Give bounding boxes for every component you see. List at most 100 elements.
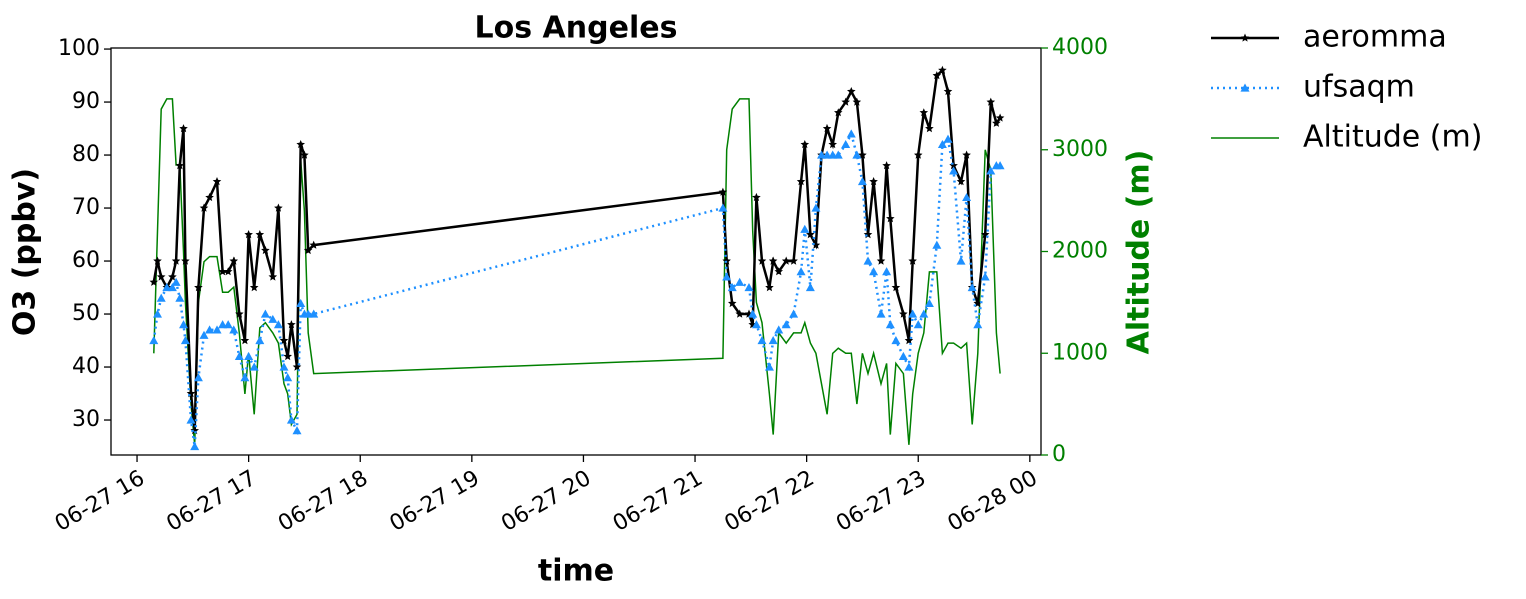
point-marker (179, 124, 188, 133)
y-tick-label: 60 (72, 248, 100, 273)
point-marker (973, 320, 983, 329)
point-marker (765, 283, 774, 292)
x-tick-label: 06-27 16 (51, 466, 149, 537)
point-marker (904, 336, 914, 345)
y2-tick-label: 4000 (1052, 35, 1108, 60)
point-marker (748, 320, 757, 329)
y2-tick-label: 1000 (1052, 340, 1108, 365)
point-marker (962, 192, 972, 202)
point-marker (727, 283, 737, 292)
x-tick-label: 06-27 17 (162, 466, 260, 537)
point-marker (153, 256, 162, 265)
point-marker (718, 203, 728, 212)
point-marker (261, 245, 270, 255)
x-tick-label: 06-27 19 (386, 466, 484, 537)
point-marker (919, 309, 929, 318)
point-marker (898, 351, 908, 361)
point-marker (168, 272, 177, 281)
point-marker (914, 150, 923, 159)
point-marker (255, 230, 265, 239)
point-marker (193, 373, 203, 382)
y-tick-label: 30 (72, 407, 100, 432)
point-marker (268, 314, 278, 323)
x-tick-label: 06-27 20 (497, 466, 595, 537)
point-marker (229, 256, 238, 265)
point-marker (156, 293, 166, 302)
x-tick-label: 06-27 21 (609, 466, 707, 537)
point-marker (886, 214, 895, 223)
x-tick-label: 06-27 23 (832, 466, 930, 537)
point-marker (806, 230, 815, 239)
point-marker (180, 336, 190, 345)
point-marker (764, 362, 774, 371)
point-marker (986, 166, 996, 175)
point-marker (789, 309, 799, 318)
point-marker (744, 309, 754, 318)
point-marker (980, 230, 990, 239)
point-marker (774, 325, 784, 334)
point-marker (249, 362, 259, 371)
point-marker (309, 309, 319, 318)
point-marker (858, 150, 867, 159)
point-marker (869, 177, 878, 186)
point-marker (841, 139, 851, 149)
point-marker (932, 240, 942, 249)
point-marker (735, 309, 744, 318)
y-tick-label: 80 (72, 142, 100, 167)
point-marker (171, 277, 181, 286)
point-marker (235, 309, 244, 318)
point-marker (882, 267, 892, 276)
point-marker (181, 256, 190, 265)
point-marker (244, 351, 254, 361)
point-marker (796, 177, 806, 186)
point-marker (781, 320, 791, 329)
point-marker (300, 150, 309, 159)
point-marker (260, 309, 270, 318)
point-marker (768, 336, 778, 345)
y-tick-label: 50 (72, 301, 100, 326)
point-marker (199, 330, 209, 339)
point-marker (857, 177, 867, 186)
point-marker (212, 325, 222, 334)
point-marker (800, 224, 810, 233)
point-marker (924, 298, 934, 308)
point-marker (167, 283, 177, 292)
point-marker (744, 283, 754, 292)
point-marker (249, 283, 259, 292)
y2-tick-label: 3000 (1052, 137, 1108, 162)
series-line (153, 98, 1001, 445)
point-marker (283, 373, 293, 382)
point-marker (273, 320, 283, 329)
point-marker (943, 134, 953, 143)
point-marker (223, 267, 233, 276)
point-marker (229, 325, 239, 334)
point-marker (718, 187, 728, 196)
point-marker (919, 108, 929, 117)
point-marker (995, 161, 1005, 170)
point-marker (190, 426, 199, 435)
legend-marker (1240, 83, 1250, 92)
point-marker (876, 256, 886, 265)
legend-marker (1240, 33, 1250, 42)
point-marker (992, 118, 1001, 127)
point-marker (811, 203, 821, 212)
point-marker (303, 245, 313, 255)
point-marker (796, 267, 806, 276)
point-marker (863, 230, 873, 239)
y2-tick-label: 0 (1052, 442, 1066, 467)
point-marker (891, 336, 901, 345)
point-marker (751, 320, 761, 329)
point-marker (956, 256, 966, 265)
point-marker (194, 283, 203, 292)
point-marker (774, 267, 783, 276)
point-marker (149, 277, 159, 286)
point-marker (822, 124, 832, 133)
point-marker (768, 256, 778, 265)
point-marker (863, 256, 873, 265)
point-marker (190, 442, 200, 451)
y-axis-label: O3 (ppbv) (8, 168, 43, 336)
legend-label: ufsaqm (1303, 70, 1415, 105)
point-marker (199, 203, 209, 212)
y-tick-label: 40 (72, 354, 100, 379)
